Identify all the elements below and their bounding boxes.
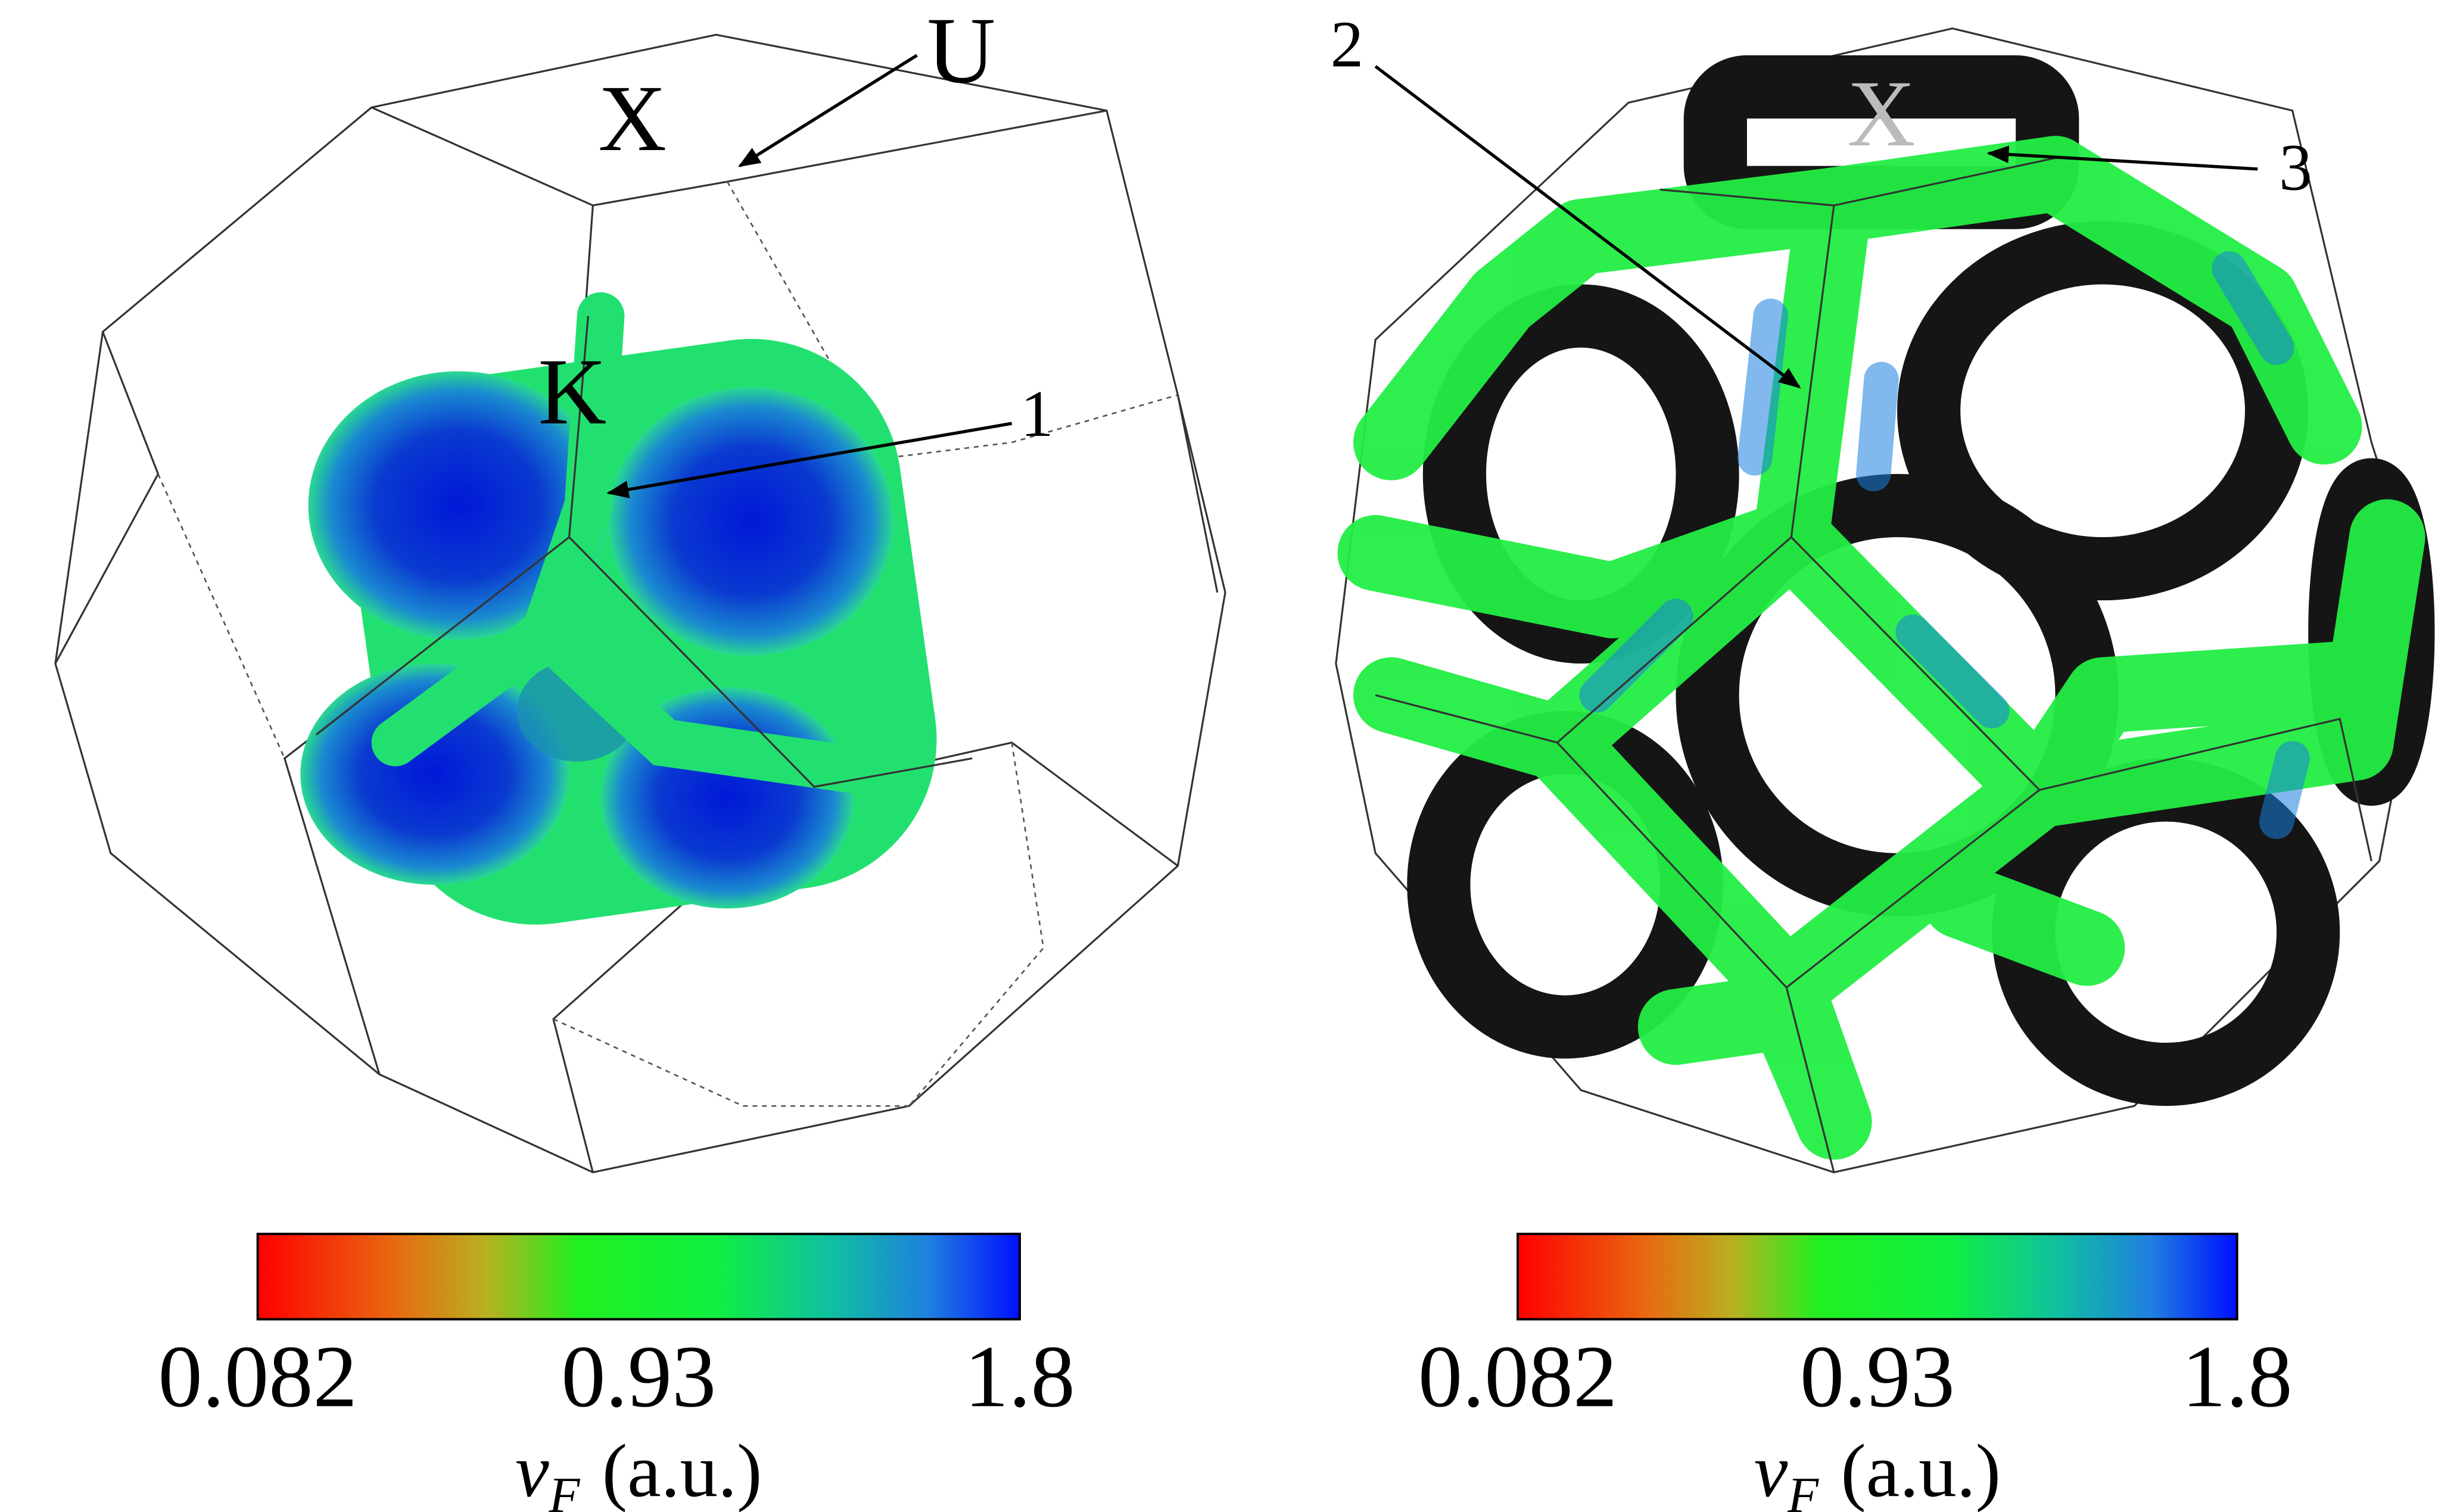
arrow-2 [1374,65,1801,389]
colorbar-label: vF (a.u.) [515,1428,762,1512]
unit: (a.u.) [1841,1428,2001,1512]
colorbar-tick-label: 0.93 [561,1328,716,1426]
zone-edges-right [1375,157,2372,1173]
colorbar-tick-label: 0.082 [1418,1328,1617,1426]
subscript: F [1787,1467,1819,1512]
colorbar-tick-label: 1.8 [2182,1328,2293,1426]
label-2: 2 [1331,8,1364,81]
fermi-surface-right-blue-tint [1579,251,2310,839]
symbol: v [515,1428,549,1512]
colorbar-tick-label: 0.082 [158,1328,357,1426]
label-u: U [927,0,995,103]
fermi-surface-left [300,292,973,925]
subscript: F [549,1467,581,1512]
label-3: 3 [2279,131,2312,204]
colorbar-label: vF (a.u.) [1754,1428,2001,1512]
label-k: K [538,339,606,444]
symbol: v [1754,1428,1788,1512]
colorbar-labels: 0.082 0.93 1.8vF (a.u.)0.082 0.93 1.8vF (a.u.) [158,1328,2292,1512]
brillouin-zone-right [1335,27,2428,1174]
arrow-3 [1986,145,2258,171]
label-1: 1 [1020,378,1054,451]
unit: (a.u.) [602,1428,762,1512]
colorbar [1517,1233,2238,1321]
label-x: X [1847,61,1916,166]
colorbar-tick-label: 1.8 [964,1328,1075,1426]
label-x: X [598,66,667,171]
colorbar [256,1233,1021,1321]
arrow-u [738,54,918,167]
colorbar-tick-label: 0.93 [1800,1328,1955,1426]
arrow-1 [606,422,1013,498]
